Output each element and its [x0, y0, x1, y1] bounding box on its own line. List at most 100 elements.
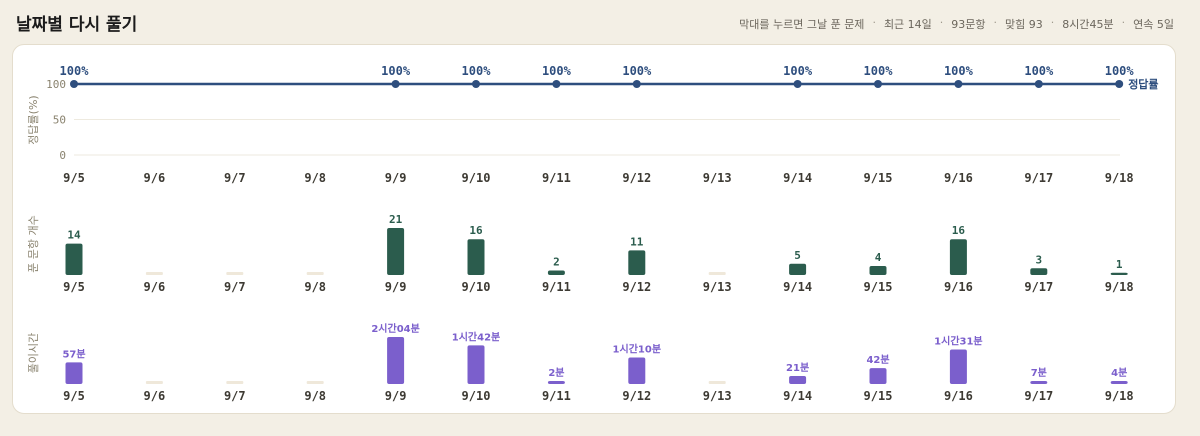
count-bar[interactable] — [789, 263, 807, 275]
time-data-label: 1시간31분 — [934, 335, 982, 348]
time-x-tick-label: 9/5 — [63, 389, 85, 403]
count-x-tick-label: 9/9 — [385, 280, 407, 294]
page-title: 날짜별 다시 풀기 — [16, 15, 138, 35]
accuracy-point[interactable] — [1115, 80, 1124, 88]
accuracy-x-tick-label: 9/12 — [622, 171, 651, 185]
accuracy-data-label: 100% — [462, 64, 492, 78]
count-bar[interactable] — [467, 239, 485, 275]
summary-hint: 막대를 누르면 그날 푼 문제 — [739, 18, 865, 31]
time-data-label: 42분 — [866, 354, 889, 366]
accuracy-point[interactable] — [632, 80, 641, 88]
time-bar[interactable] — [547, 381, 565, 384]
accuracy-data-label: 100% — [381, 64, 411, 78]
accuracy-x-tick-label: 9/13 — [703, 171, 732, 185]
time-data-label: 2시간04분 — [371, 322, 419, 335]
accuracy-x-tick-label: 9/9 — [385, 171, 407, 185]
time-bar[interactable] — [789, 376, 807, 384]
accuracy-x-tick-label: 9/18 — [1105, 171, 1134, 185]
accuracy-data-label: 100% — [864, 64, 894, 78]
count-data-label: 3 — [1035, 253, 1042, 266]
count-bar[interactable] — [869, 266, 887, 275]
accuracy-data-label: 100% — [622, 64, 652, 78]
accuracy-point[interactable] — [1034, 80, 1043, 88]
count-bar-empty[interactable] — [306, 272, 324, 275]
count-data-label: 16 — [952, 224, 966, 237]
count-data-label: 11 — [630, 235, 644, 248]
count-data-label: 14 — [67, 229, 81, 242]
time-bar[interactable] — [869, 368, 887, 384]
count-x-tick-label: 9/15 — [864, 280, 893, 294]
count-x-tick-label: 9/17 — [1024, 280, 1053, 294]
time-x-tick-label: 9/8 — [304, 389, 326, 403]
accuracy-data-label: 100% — [60, 64, 90, 78]
time-x-tick-label: 9/15 — [864, 389, 893, 403]
time-x-tick-label: 9/11 — [542, 389, 571, 403]
count-x-tick-label: 9/14 — [783, 280, 812, 294]
count-data-label: 2 — [553, 256, 560, 269]
count-bar[interactable] — [547, 270, 565, 275]
accuracy-point[interactable] — [954, 80, 963, 88]
count-bar[interactable] — [628, 250, 646, 275]
time-bar[interactable] — [1030, 381, 1048, 384]
time-bar-empty[interactable] — [226, 381, 244, 384]
count-data-label: 21 — [389, 213, 403, 226]
count-x-tick-label: 9/10 — [462, 280, 491, 294]
count-bar-empty[interactable] — [226, 272, 244, 275]
count-x-tick-label: 9/7 — [224, 280, 246, 294]
accuracy-y-axis-label: 정답률(%) — [27, 95, 40, 144]
accuracy-point[interactable] — [391, 80, 400, 88]
accuracy-x-tick-label: 9/5 — [63, 171, 85, 185]
summary-period: 최근 14일 — [883, 18, 932, 31]
count-bar[interactable] — [65, 243, 83, 275]
time-bar[interactable] — [387, 337, 405, 384]
accuracy-point[interactable] — [472, 80, 480, 88]
time-x-tick-label: 9/14 — [783, 389, 812, 403]
time-data-label: 4분 — [1111, 367, 1127, 379]
accuracy-x-tick-label: 9/16 — [944, 171, 973, 185]
accuracy-data-label: 100% — [542, 64, 572, 78]
time-data-label: 1시간10분 — [613, 342, 661, 355]
time-x-tick-label: 9/16 — [944, 389, 973, 403]
time-bar[interactable] — [949, 349, 967, 384]
time-bar[interactable] — [1110, 381, 1128, 384]
count-bar[interactable] — [1110, 272, 1128, 275]
time-bar-empty[interactable] — [306, 381, 324, 384]
summary-total-time: 8시간45분 — [1062, 18, 1114, 31]
accuracy-data-label: 100% — [783, 64, 813, 78]
count-data-label: 5 — [794, 249, 801, 262]
accuracy-point[interactable] — [793, 80, 802, 88]
summary-total-questions: 93문항 — [951, 18, 986, 31]
count-bar[interactable] — [949, 239, 967, 275]
count-bar[interactable] — [387, 228, 405, 275]
count-bar[interactable] — [1030, 268, 1048, 275]
accuracy-point[interactable] — [552, 80, 561, 88]
time-bar-empty[interactable] — [708, 381, 726, 384]
count-x-tick-label: 9/5 — [63, 280, 85, 294]
time-bar[interactable] — [628, 357, 646, 384]
chart-card — [12, 44, 1176, 414]
time-data-label: 2분 — [548, 367, 564, 379]
time-data-label: 7분 — [1031, 367, 1047, 379]
count-x-tick-label: 9/12 — [622, 280, 651, 294]
accuracy-x-tick-label: 9/15 — [864, 171, 893, 185]
count-x-tick-label: 9/8 — [304, 280, 326, 294]
accuracy-y-tick-label: 50 — [53, 114, 66, 127]
summary-correct: 맞힘 93 — [1005, 18, 1043, 31]
accuracy-y-tick-label: 0 — [59, 149, 66, 162]
count-bar-empty[interactable] — [145, 272, 163, 275]
count-x-tick-label: 9/18 — [1105, 280, 1134, 294]
accuracy-x-tick-label: 9/14 — [783, 171, 812, 185]
time-bar[interactable] — [65, 362, 83, 384]
summary-bar: 막대를 누르면 그날 푼 문제 · 최근 14일 · 93문항 · 맞힘 93 · 8시… — [739, 16, 1174, 31]
time-bar-empty[interactable] — [145, 381, 163, 384]
time-data-label: 57분 — [62, 348, 85, 360]
time-bar[interactable] — [467, 345, 485, 384]
time-x-tick-label: 9/6 — [144, 389, 166, 403]
count-x-tick-label: 9/6 — [144, 280, 166, 294]
count-bar-empty[interactable] — [708, 272, 726, 275]
count-y-axis-label: 푼 문항 개수 — [27, 215, 40, 273]
accuracy-x-tick-label: 9/10 — [462, 171, 491, 185]
count-x-tick-label: 9/11 — [542, 280, 571, 294]
accuracy-point[interactable] — [70, 80, 78, 88]
accuracy-point[interactable] — [874, 80, 882, 88]
